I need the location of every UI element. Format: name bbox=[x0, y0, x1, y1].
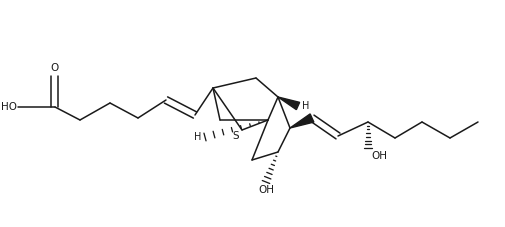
Text: HO: HO bbox=[1, 102, 17, 112]
Text: H: H bbox=[301, 101, 309, 111]
Text: OH: OH bbox=[370, 151, 386, 161]
Polygon shape bbox=[289, 114, 313, 128]
Text: H: H bbox=[193, 132, 200, 142]
Text: S: S bbox=[232, 131, 238, 141]
Text: O: O bbox=[51, 63, 59, 73]
Text: OH: OH bbox=[258, 185, 274, 195]
Polygon shape bbox=[277, 97, 299, 110]
